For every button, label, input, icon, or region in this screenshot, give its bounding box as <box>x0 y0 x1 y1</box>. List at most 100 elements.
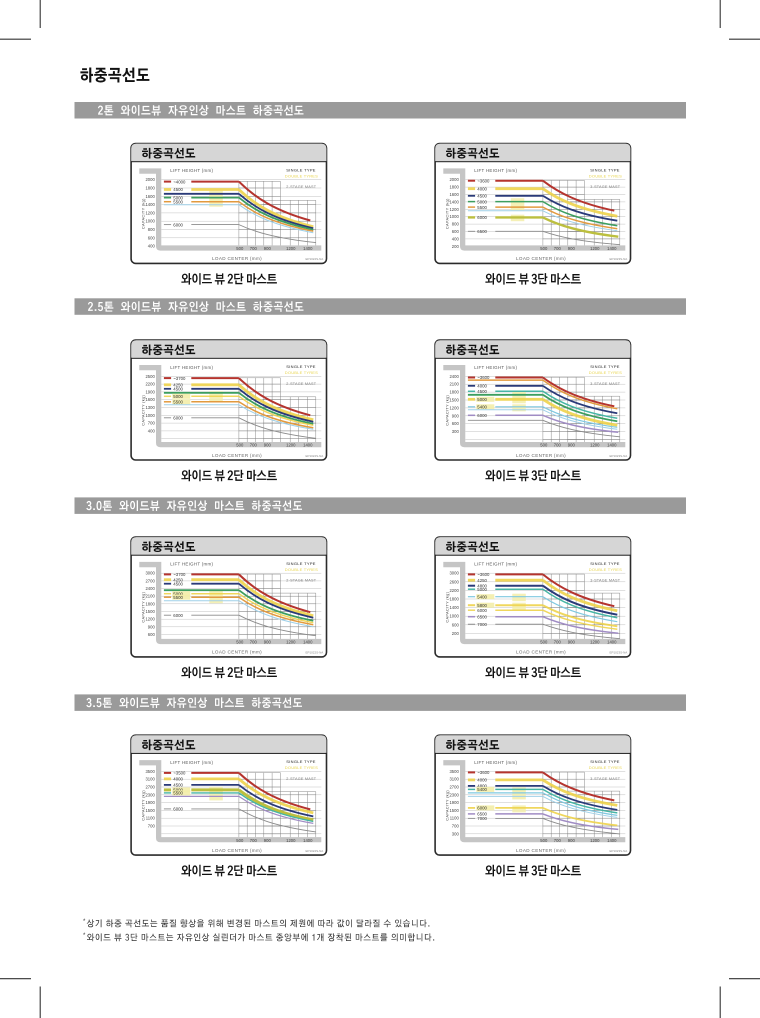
svg-text:DOUBLE TYRES: DOUBLE TYRES <box>589 765 622 770</box>
svg-text:1800: 1800 <box>145 601 155 606</box>
svg-text:1600: 1600 <box>449 192 459 197</box>
svg-text:LIFT HEIGHT (mm): LIFT HEIGHT (mm) <box>474 365 517 370</box>
svg-text:1200: 1200 <box>286 246 296 251</box>
svg-text:6000: 6000 <box>173 416 183 421</box>
svg-text:SINGLE TYPE: SINGLE TYPE <box>590 364 619 369</box>
svg-text:1400: 1400 <box>303 443 313 448</box>
svg-text:3-STAGE MAST: 3-STAGE MAST <box>590 185 620 189</box>
svg-text:4000: 4000 <box>477 778 487 783</box>
svg-text:4500: 4500 <box>173 783 183 788</box>
svg-text:2700: 2700 <box>449 785 459 790</box>
svg-text:300: 300 <box>452 429 460 434</box>
svg-text:1000: 1000 <box>449 614 459 619</box>
svg-text:1100: 1100 <box>450 816 460 821</box>
svg-text:1800: 1800 <box>449 390 459 395</box>
svg-text:3500: 3500 <box>145 769 155 774</box>
svg-text:800: 800 <box>452 222 460 227</box>
svg-text:4800: 4800 <box>477 583 487 588</box>
svg-text:4500: 4500 <box>477 194 487 199</box>
svg-text:CAPACITY (kg): CAPACITY (kg) <box>444 198 449 229</box>
svg-text:DOUBLE TYRES: DOUBLE TYRES <box>589 567 622 572</box>
svg-text:1100: 1100 <box>146 816 156 821</box>
svg-text:1400: 1400 <box>607 838 617 843</box>
svg-text:3-STAGE MAST: 3-STAGE MAST <box>590 382 620 386</box>
svg-text:200: 200 <box>452 631 460 636</box>
svg-text:7000: 7000 <box>477 622 487 627</box>
svg-text:5400: 5400 <box>477 594 487 599</box>
svg-text:2400: 2400 <box>145 586 155 591</box>
svg-text:500: 500 <box>540 443 548 448</box>
svg-text:1900: 1900 <box>449 800 459 805</box>
svg-text:LIFT HEIGHT (mm): LIFT HEIGHT (mm) <box>474 168 517 173</box>
svg-text:SINGLE TYPE: SINGLE TYPE <box>286 167 315 172</box>
svg-text:1400: 1400 <box>607 246 617 251</box>
svg-text:*: * <box>83 919 86 925</box>
svg-text:900: 900 <box>568 443 576 448</box>
svg-text:2700: 2700 <box>145 578 155 583</box>
svg-text:900: 900 <box>264 640 272 645</box>
svg-text:700: 700 <box>554 443 562 448</box>
svg-text:~3500: ~3500 <box>173 771 186 776</box>
svg-text:6000: 6000 <box>477 215 487 220</box>
svg-text:400: 400 <box>148 244 156 249</box>
svg-text:EP1023S-NA: EP1023S-NA <box>609 454 627 458</box>
svg-text:SINGLE TYPE: SINGLE TYPE <box>590 561 619 566</box>
svg-text:4000: 4000 <box>477 384 487 389</box>
svg-text:4000: 4000 <box>173 777 183 782</box>
svg-text:5000: 5000 <box>173 591 183 596</box>
svg-text:1400: 1400 <box>303 838 313 843</box>
svg-text:500: 500 <box>540 640 548 645</box>
svg-text:3100: 3100 <box>145 777 155 782</box>
svg-text:2400: 2400 <box>449 374 459 379</box>
svg-text:6000: 6000 <box>477 806 487 811</box>
svg-text:DOUBLE TYRES: DOUBLE TYRES <box>285 174 318 179</box>
svg-text:~3600: ~3600 <box>477 770 490 775</box>
svg-text:2-STAGE MAST: 2-STAGE MAST <box>286 579 316 583</box>
svg-text:1400: 1400 <box>303 246 313 251</box>
svg-text:3500: 3500 <box>449 769 459 774</box>
svg-text:4800: 4800 <box>477 784 487 789</box>
svg-text:4250: 4250 <box>173 383 183 388</box>
svg-text:(mm): (mm) <box>250 256 262 261</box>
svg-text:5000: 5000 <box>173 394 183 399</box>
svg-text:2700: 2700 <box>145 785 155 790</box>
svg-text:CAPACITY (kg): CAPACITY (kg) <box>140 790 145 821</box>
svg-text:2200: 2200 <box>449 588 459 593</box>
svg-text:6000: 6000 <box>173 222 183 227</box>
svg-text:DOUBLE TYRES: DOUBLE TYRES <box>285 370 318 375</box>
svg-text:2000: 2000 <box>449 177 459 182</box>
svg-text:LOAD CENTER: LOAD CENTER <box>212 650 249 655</box>
svg-text:EP1022S-NA: EP1022S-NA <box>305 651 323 655</box>
svg-text:4500: 4500 <box>173 187 183 192</box>
svg-text:900: 900 <box>264 838 272 843</box>
svg-text:4250: 4250 <box>477 578 487 583</box>
svg-text:LIFT HEIGHT (mm): LIFT HEIGHT (mm) <box>474 760 517 765</box>
svg-text:900: 900 <box>148 624 156 629</box>
svg-text:700: 700 <box>452 824 460 829</box>
svg-text:900: 900 <box>264 246 272 251</box>
svg-text:1500: 1500 <box>449 398 459 403</box>
svg-text:1500: 1500 <box>145 609 155 614</box>
svg-text:LIFT HEIGHT (mm): LIFT HEIGHT (mm) <box>170 562 213 567</box>
svg-text:LOAD CENTER: LOAD CENTER <box>212 453 249 458</box>
svg-text:CAPACITY (kg): CAPACITY (kg) <box>140 198 145 229</box>
svg-text:6500: 6500 <box>477 614 487 619</box>
svg-text:5500: 5500 <box>477 205 487 210</box>
svg-text:EP1022S-NA: EP1022S-NA <box>305 849 323 853</box>
svg-text:LIFT HEIGHT (mm): LIFT HEIGHT (mm) <box>170 168 213 173</box>
svg-text:LOAD CENTER: LOAD CENTER <box>212 256 249 261</box>
svg-text:EP1023S-NA: EP1023S-NA <box>609 849 627 853</box>
svg-text:1200: 1200 <box>286 443 296 448</box>
svg-text:400: 400 <box>452 236 460 241</box>
svg-text:EP1022S-NA: EP1022S-NA <box>305 454 323 458</box>
svg-text:LIFT HEIGHT (mm): LIFT HEIGHT (mm) <box>170 760 213 765</box>
svg-text:1400: 1400 <box>449 199 459 204</box>
svg-text:1200: 1200 <box>449 405 459 410</box>
svg-text:3-STAGE MAST: 3-STAGE MAST <box>590 777 620 781</box>
svg-text:600: 600 <box>452 229 460 234</box>
svg-text:SINGLE TYPE: SINGLE TYPE <box>286 364 315 369</box>
svg-text:1800: 1800 <box>145 186 155 191</box>
svg-text:LIFT HEIGHT (mm): LIFT HEIGHT (mm) <box>170 365 213 370</box>
svg-text:5500: 5500 <box>173 400 183 405</box>
svg-text:2300: 2300 <box>145 792 155 797</box>
